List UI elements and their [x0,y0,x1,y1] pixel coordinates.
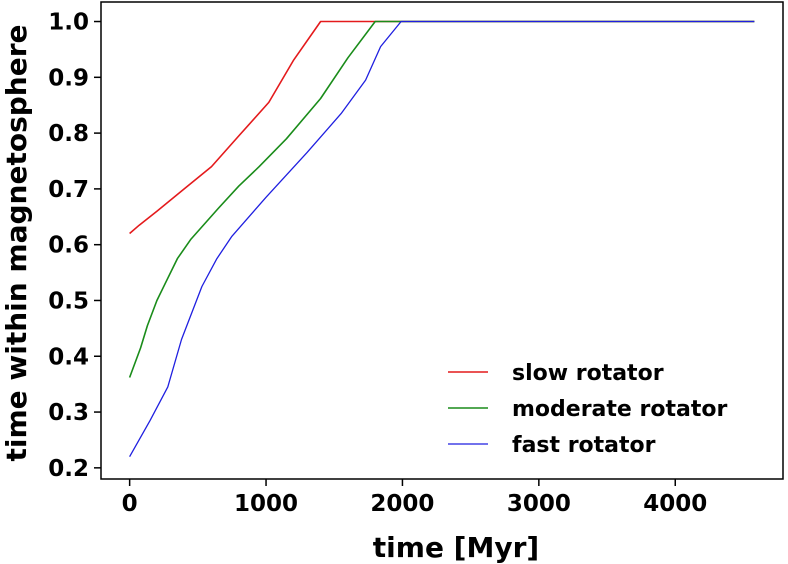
x-axis-ticks: 0 1000 2000 3000 4000 [122,479,707,517]
series-line-1 [129,20,755,235]
x-axis-label: time [Myr] [373,531,539,564]
x-tick-label: 0 [122,491,138,517]
legend-label-1: slow rotator [512,361,664,386]
legend: slow rotator moderate rotator fast rotator [448,361,727,458]
y-tick-label: 0.7 [48,177,89,203]
y-tick-label: 0.5 [48,288,89,314]
legend-label-3: fast rotator [512,433,656,458]
y-tick-label: 0.6 [48,233,89,259]
series-layer [128,20,755,458]
x-tick-label: 3000 [507,491,571,517]
y-tick-label: 0.9 [48,65,89,91]
y-tick-label: 1.0 [48,10,89,36]
x-tick-label: 2000 [370,491,434,517]
y-axis-ticks: 0.2 0.3 0.4 0.5 0.6 0.7 0.8 0.9 1.0 [48,10,101,482]
x-tick-label: 1000 [234,491,298,517]
y-tick-label: 0.3 [48,400,89,426]
legend-label-2: moderate rotator [512,397,727,422]
y-tick-label: 0.8 [48,121,89,147]
y-axis-label: time within magnetosphere [0,24,33,461]
x-tick-label: 4000 [643,491,707,517]
series-line-2 [128,20,755,378]
y-tick-label: 0.4 [48,344,89,370]
series-line-3 [129,20,755,458]
y-tick-label: 0.2 [48,456,89,482]
plot-frame [100,1,784,480]
